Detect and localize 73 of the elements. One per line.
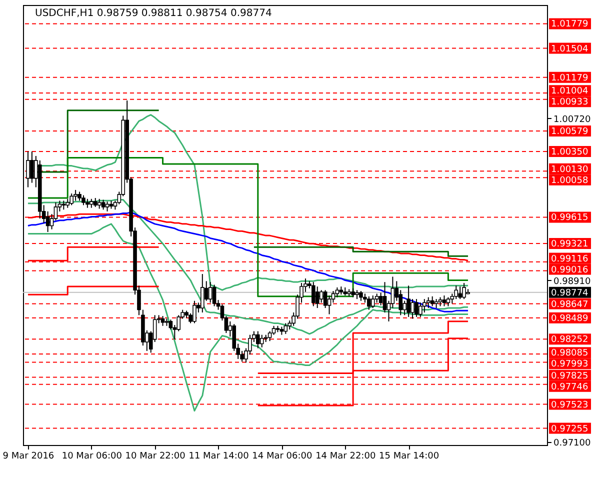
candlestick bbox=[30, 150, 34, 184]
candlestick bbox=[422, 298, 426, 313]
line-series bbox=[27, 223, 469, 412]
x-tick-label: 9 Mar 2016 bbox=[2, 452, 54, 462]
ref-line-label: 0.99016 bbox=[551, 265, 588, 276]
y-tick-label: 0.97100 bbox=[554, 438, 591, 449]
candlestick bbox=[367, 296, 371, 310]
ref-line-label: 1.00058 bbox=[551, 176, 588, 186]
ref-line-label: 0.98085 bbox=[551, 348, 588, 359]
ref-line-label: 1.00350 bbox=[551, 147, 588, 158]
x-tick-label: 14 Mar 22:00 bbox=[316, 452, 376, 462]
candlestick bbox=[454, 285, 458, 300]
ref-line-label: 0.98252 bbox=[551, 335, 588, 346]
ref-line-label: 1.01779 bbox=[551, 20, 588, 30]
candlestick bbox=[26, 150, 30, 188]
candlestick bbox=[192, 300, 196, 324]
ref-line-label: 0.97825 bbox=[551, 371, 588, 382]
y-tick-label: 1.00720 bbox=[554, 114, 591, 125]
x-tick-label: 10 Mar 22:00 bbox=[125, 452, 186, 462]
ref-line-label: 0.99116 bbox=[551, 254, 588, 264]
y-tick-label: 0.98910 bbox=[554, 276, 591, 287]
ref-line-label: 1.00579 bbox=[551, 127, 588, 138]
candlestick bbox=[319, 290, 324, 304]
ref-line-label: 0.97746 bbox=[551, 382, 588, 392]
candlestick bbox=[462, 282, 466, 300]
candlestick bbox=[410, 298, 414, 320]
candlestick bbox=[74, 189, 78, 202]
candlestick bbox=[406, 285, 410, 318]
ref-line-label: 0.97993 bbox=[551, 360, 588, 370]
ref-line-label: 0.97523 bbox=[551, 400, 588, 410]
candlestick bbox=[327, 294, 332, 315]
ref-line-label: 0.99615 bbox=[551, 213, 588, 224]
candlestick bbox=[359, 290, 363, 302]
candlestick bbox=[315, 286, 320, 308]
candlestick bbox=[390, 276, 395, 308]
candlestick bbox=[101, 199, 106, 210]
ref-line-label: 0.98647 bbox=[551, 300, 588, 310]
candlestick bbox=[105, 201, 110, 212]
ref-line-label: 1.01179 bbox=[551, 73, 588, 84]
ref-line-label: 0.98774 bbox=[551, 288, 588, 298]
ref-line-label: 0.99321 bbox=[551, 240, 588, 250]
ref-line-label: 1.00933 bbox=[551, 98, 588, 108]
candlestick bbox=[323, 290, 328, 308]
candlestick bbox=[458, 286, 462, 300]
candlestick bbox=[212, 284, 216, 307]
candlestick bbox=[430, 296, 434, 307]
x-tick-label: 15 Mar 14:00 bbox=[379, 452, 440, 462]
candlestick bbox=[284, 322, 288, 334]
candlestick bbox=[418, 302, 422, 318]
candlestick bbox=[82, 194, 86, 206]
candlestick bbox=[414, 298, 418, 318]
candlestick bbox=[256, 330, 260, 349]
ref-line-label: 0.97255 bbox=[551, 424, 588, 434]
candlestick bbox=[370, 294, 375, 308]
x-tick-label: 11 Mar 14:00 bbox=[188, 452, 250, 462]
candlestick bbox=[260, 334, 264, 348]
candlestick bbox=[335, 286, 340, 298]
x-tick-label: 10 Mar 06:00 bbox=[62, 452, 122, 462]
candlestick bbox=[268, 330, 272, 342]
candlestick bbox=[208, 282, 212, 304]
ref-line-label: 1.00130 bbox=[551, 164, 588, 175]
candlestick bbox=[70, 193, 74, 206]
x-tick-label: 14 Mar 06:00 bbox=[252, 452, 313, 462]
candlestick bbox=[312, 282, 316, 307]
ref-line-label: 1.01004 bbox=[551, 86, 588, 97]
candlestick bbox=[200, 274, 204, 313]
candlestick bbox=[378, 292, 383, 306]
candlestick bbox=[97, 198, 102, 210]
chart-title: USDCHF,H1 0.98759 0.98811 0.98754 0.98774 bbox=[35, 8, 272, 19]
candlestick bbox=[442, 294, 446, 307]
ref-line-label: 1.01504 bbox=[551, 44, 588, 54]
candlestick bbox=[426, 296, 430, 308]
ref-line-label: 0.98489 bbox=[551, 314, 588, 324]
